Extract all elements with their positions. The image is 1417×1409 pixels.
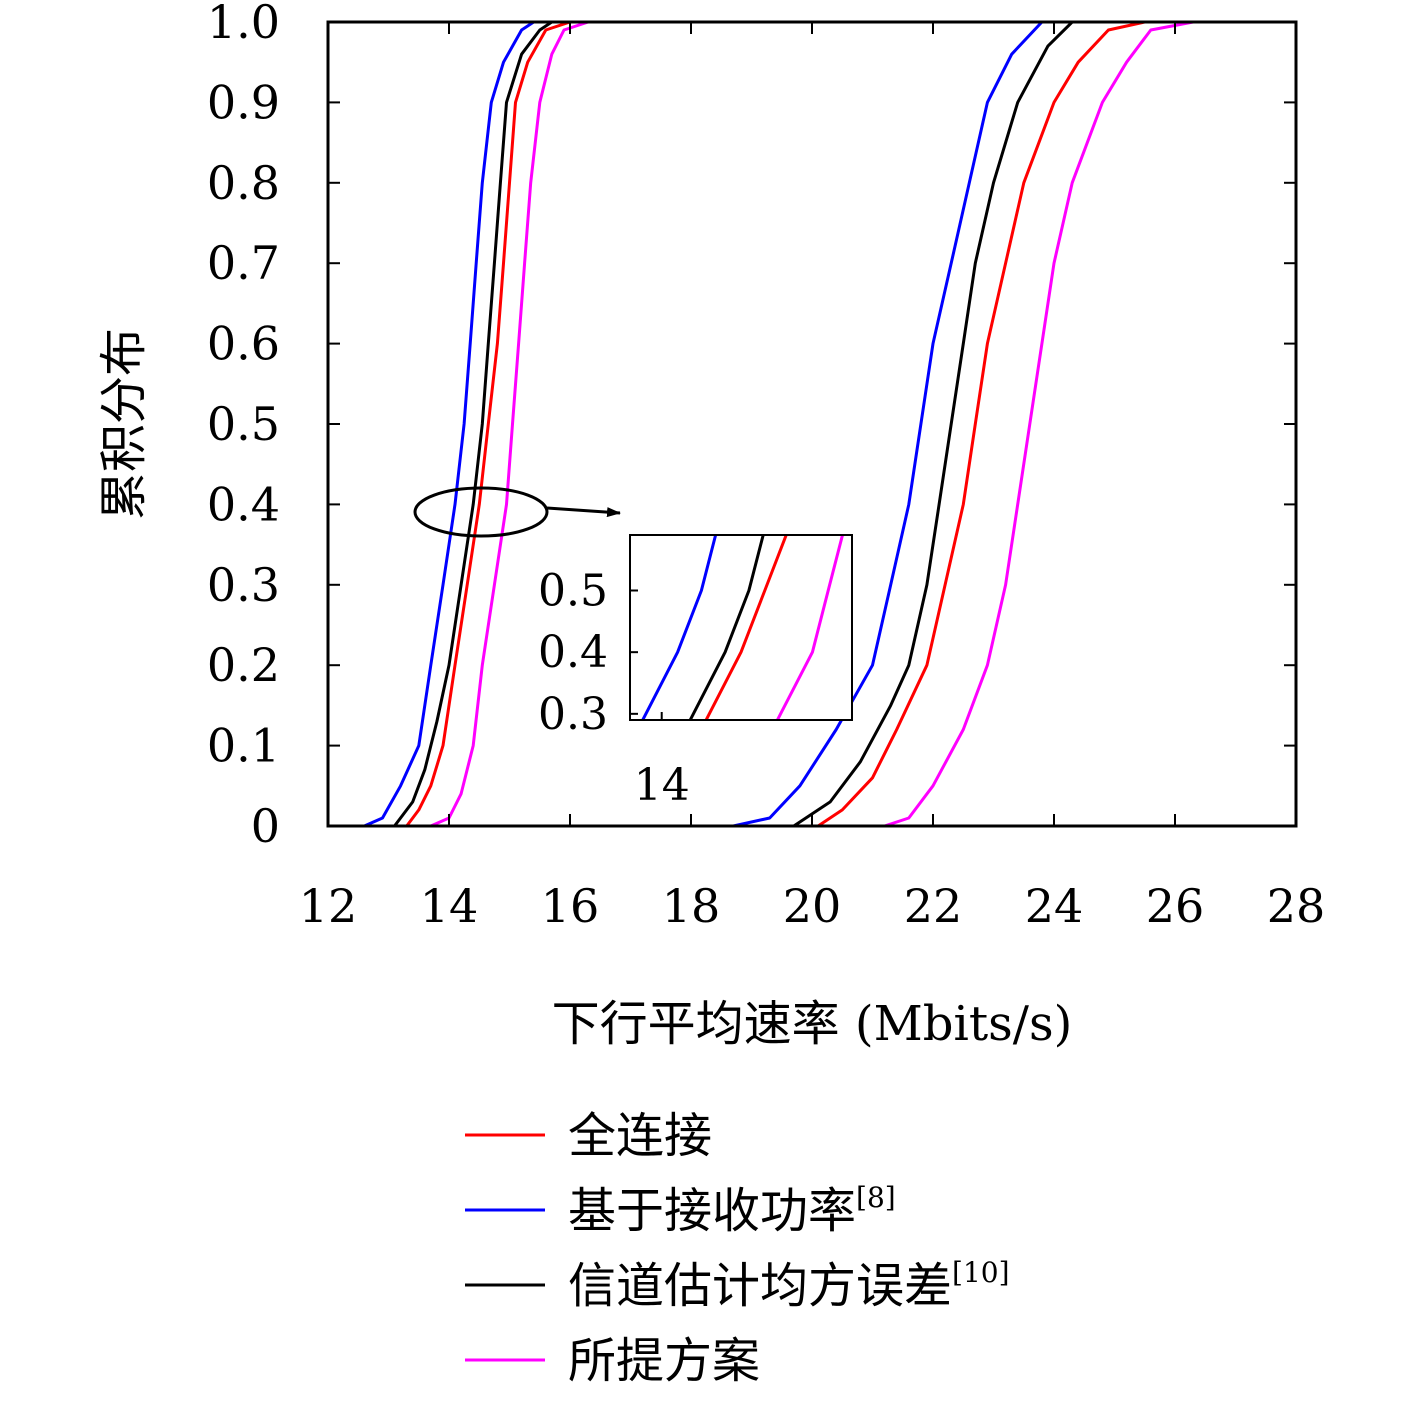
y-tick-label: 0.4	[207, 477, 280, 531]
y-tick-label: 0.3	[207, 558, 280, 612]
y-tick-label: 0.8	[207, 156, 280, 210]
inset-plot: 14 0.3 0.4 0.5	[538, 534, 853, 811]
series-4-line-2	[884, 22, 1194, 826]
series-2-inset-line	[641, 535, 718, 720]
inset-y-tick-label: 0.4	[538, 627, 608, 678]
series-4-line-1	[430, 22, 589, 826]
legend-label-series-3: 信道估计均方误差[10]	[568, 1256, 1010, 1314]
y-axis-title: 累积分布	[96, 328, 152, 520]
series-2-line-1	[363, 22, 535, 826]
series-4-inset-line	[775, 535, 845, 720]
zoom-ellipse	[413, 486, 549, 538]
x-tick-label: 16	[541, 879, 600, 933]
y-tick-label: 0.1	[207, 719, 280, 773]
y-tick-label: 0.2	[207, 638, 280, 692]
inset-background	[630, 535, 852, 720]
x-axis-title: 下行平均速率 (Mbits/s)	[552, 996, 1073, 1052]
legend-label-series-2: 基于接收功率[8]	[568, 1181, 896, 1239]
x-tick-label: 28	[1267, 879, 1326, 933]
y-tick-label: 0.6	[207, 317, 280, 371]
series-1-inset-line	[704, 535, 788, 720]
x-tick-label: 26	[1146, 879, 1205, 933]
x-tick-label: 18	[662, 879, 721, 933]
series-3-inset-line	[688, 535, 765, 720]
y-tick-label: 1.0	[207, 0, 280, 49]
zoom-annotation	[413, 486, 621, 538]
y-tick-label: 0	[251, 799, 280, 853]
legend-citation-series-3: [10]	[952, 1256, 1009, 1289]
y-tick-label: 0.5	[207, 397, 280, 451]
series-1-line-2	[817, 22, 1146, 826]
x-tick-label: 24	[1025, 879, 1084, 933]
y-tick-label: 0.9	[207, 75, 280, 129]
inset-y-tick-label: 0.5	[538, 566, 608, 617]
series-2-line-2	[732, 22, 1043, 826]
x-tick-label: 22	[904, 879, 963, 933]
x-tick-label: 20	[783, 879, 842, 933]
x-tick-label: 14	[420, 879, 479, 933]
inset-y-tick-label: 0.3	[538, 689, 608, 740]
legend-citation-series-2: [8]	[856, 1181, 896, 1214]
zoom-arrow	[546, 506, 621, 518]
legend-label-series-1: 全连接	[568, 1108, 712, 1164]
series-3-line-2	[792, 22, 1074, 826]
series-3-line-1	[393, 22, 553, 826]
inset-frame	[629, 534, 853, 721]
y-tick-label: 0.7	[207, 236, 280, 290]
legend-label-series-4: 所提方案	[568, 1333, 760, 1389]
series-1-line-1	[405, 22, 571, 826]
main-plot: 12 14 16 18 20 22 24 26 28 0 0.1 0.2 0.3 0.4 0.5 0.6 0.7…	[207, 0, 1325, 933]
inset-x-tick-label: 14	[634, 760, 690, 811]
x-tick-label: 12	[299, 879, 358, 933]
